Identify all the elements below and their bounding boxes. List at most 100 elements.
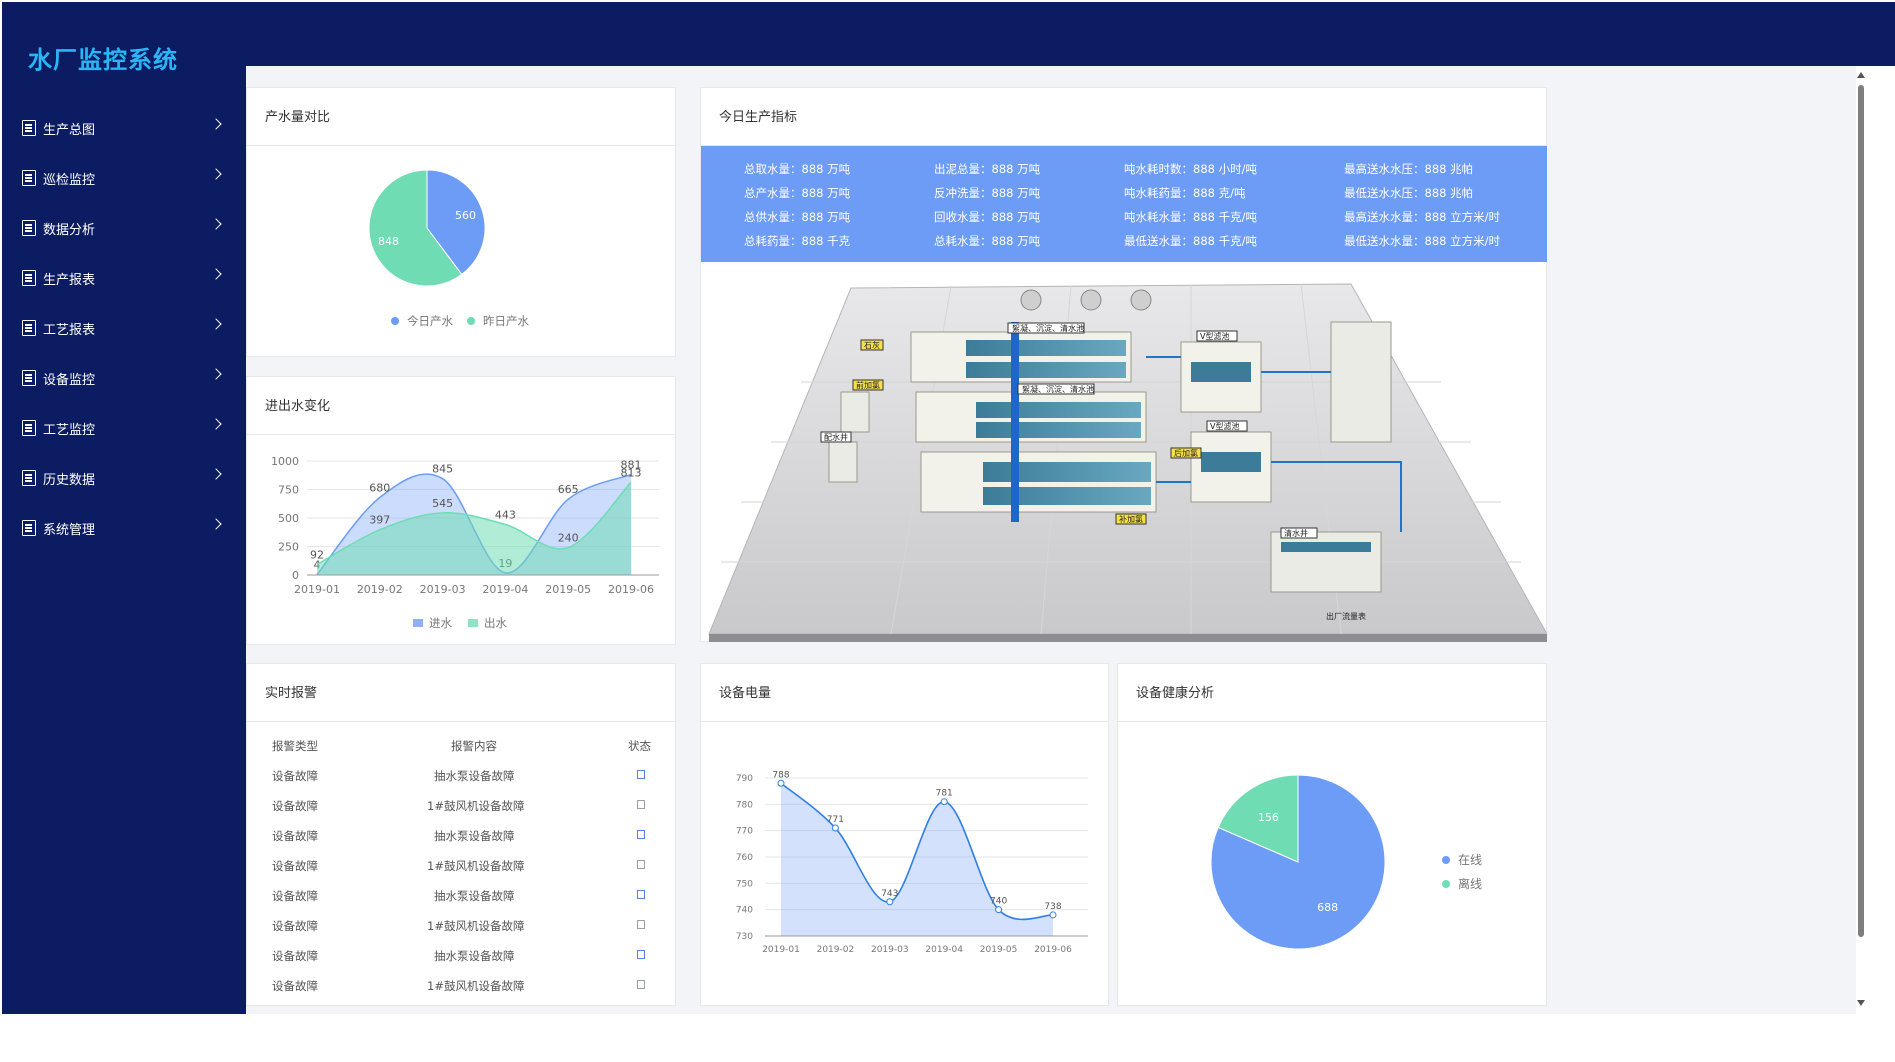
y-tick-label: 740	[736, 906, 753, 916]
alarm-type: 设备故障	[272, 949, 318, 963]
status-icon	[637, 770, 645, 779]
power-chart: 730 740 750 760 770 780 790 788 771 743 781 740 738 2…	[736, 770, 1088, 955]
alarm-type: 设备故障	[272, 979, 318, 993]
column-header-type: 报警类型	[272, 739, 318, 753]
table-row[interactable]: 设备故障 抽水泵设备故障	[247, 880, 677, 910]
metric-min-flow: 最低送水水量：888 立方米/时	[1344, 234, 1500, 248]
slice-value-label: 156	[1258, 811, 1279, 824]
y-tick-label: 0	[292, 569, 299, 582]
y-tick-label: 250	[278, 541, 299, 554]
sidebar-item-label: 工艺报表	[43, 322, 96, 338]
sidebar-item-analysis[interactable]: 数据分析	[2, 210, 246, 246]
table-row[interactable]: 设备故障 抽水泵设备故障	[247, 820, 677, 850]
panel-title: 设备电量	[701, 664, 1108, 722]
sidebar-item-system[interactable]: 系统管理	[2, 510, 246, 546]
legend-label-yesterday: 昨日产水	[483, 314, 529, 328]
pipes	[1146, 356, 1402, 532]
svg-text:清水井: 清水井	[1284, 528, 1308, 538]
table-row[interactable]: 设备故障 抽水泵设备故障	[247, 940, 677, 970]
x-tick-label: 2019-02	[817, 945, 855, 955]
chevron-right-icon	[210, 368, 222, 380]
x-tick-label: 2019-06	[608, 583, 654, 596]
document-icon	[22, 170, 36, 186]
metric-sludge: 出泥总量：888 万吨	[934, 162, 1041, 176]
data-label: 92	[310, 549, 324, 562]
chevron-right-icon	[210, 218, 222, 230]
health-chart: 688 156 在线 离线	[1210, 774, 1482, 950]
data-label: 788	[772, 770, 789, 780]
panel-title: 进出水变化	[247, 377, 675, 435]
x-tick-label: 2019-01	[762, 945, 800, 955]
svg-text:絮凝、沉淀、清水池: 絮凝、沉淀、清水池	[1022, 384, 1094, 394]
table-row[interactable]: 设备故障 1#鼓风机设备故障	[247, 910, 677, 940]
chevron-right-icon	[210, 518, 222, 530]
plant-diagram: 絮凝、沉淀、清水池 絮凝、沉淀、清水池 V型滤池 V型滤池 后加氯 前加氯 补加…	[708, 283, 1547, 642]
document-icon	[22, 520, 36, 536]
column-header-content: 报警内容	[451, 739, 497, 753]
data-label: 738	[1044, 902, 1061, 912]
metric-max-flow: 最高送水水量：888 立方米/时	[1344, 210, 1500, 224]
sidebar-item-label: 巡检监控	[43, 172, 96, 188]
table-row[interactable]: 设备故障 抽水泵设备故障	[247, 760, 677, 790]
y-tick-label: 760	[736, 853, 753, 863]
series-line	[316, 481, 632, 566]
data-label: 845	[432, 463, 453, 476]
chevron-right-icon	[210, 118, 222, 130]
table-row[interactable]: 设备故障 1#鼓风机设备故障	[247, 790, 677, 820]
slice-value-label: 848	[378, 235, 399, 248]
document-icon	[22, 320, 36, 336]
metric-total-output: 总产水量：888 万吨	[744, 186, 851, 200]
filter-buildings	[1180, 341, 1272, 503]
sidebar-item-patrol[interactable]: 巡检监控	[2, 160, 246, 196]
alarm-type: 设备故障	[272, 859, 318, 873]
table-row[interactable]: 设备故障 1#鼓风机设备故障	[247, 850, 677, 880]
top-bar	[2, 2, 1895, 66]
alarm-type: 设备故障	[272, 919, 318, 933]
sidebar-item-history[interactable]: 历史数据	[2, 460, 246, 496]
plant-floor-edge	[709, 634, 1547, 642]
sidebar-item-device-monitor[interactable]: 设备监控	[2, 360, 246, 396]
pie-slice	[368, 169, 463, 287]
data-label: 813	[621, 466, 642, 479]
scrollbar-thumb[interactable]	[1858, 85, 1864, 937]
document-icon	[22, 420, 36, 436]
water-compare-panel: 产水量对比 560 848 今日产水 昨日产水	[246, 87, 676, 357]
sidebar-item-process-report[interactable]: 工艺报表	[2, 310, 246, 346]
alarm-table-header: 报警类型 报警内容 状态	[247, 730, 677, 760]
x-tick-label: 2019-03	[420, 583, 466, 596]
scroll-up-arrow-icon[interactable]	[1857, 72, 1865, 78]
panel-title: 实时报警	[247, 664, 675, 722]
status-icon	[637, 890, 645, 899]
inout-panel: 进出水变化 0250500750100046808451966588192397…	[246, 376, 676, 645]
table-row[interactable]: 设备故障 1#鼓风机设备故障	[247, 970, 677, 1000]
svg-text:絮凝、沉淀、清水池: 絮凝、沉淀、清水池	[1012, 323, 1084, 333]
document-icon	[22, 270, 36, 286]
legend-label-today: 今日产水	[407, 314, 453, 328]
legend-swatch-outflow	[468, 619, 478, 627]
metric-min-supply: 最低送水量：888 千克/吨	[1124, 234, 1257, 248]
intake-tanks	[828, 289, 1152, 483]
x-tick-label: 2019-03	[871, 945, 909, 955]
alarm-type: 设备故障	[272, 799, 318, 813]
data-label: 665	[558, 483, 579, 496]
slice-value-label: 560	[455, 209, 476, 222]
sidebar-item-production-overview[interactable]: 生产总图	[2, 110, 246, 146]
data-label: 397	[369, 514, 390, 527]
power-panel: 设备电量 730 740 750 760 770 780 790 788 771 743 781 74…	[700, 663, 1109, 1006]
series-area	[317, 482, 631, 575]
sidebar-item-label: 历史数据	[43, 472, 96, 488]
metric-backwash: 反冲洗量：888 万吨	[934, 186, 1041, 200]
chevron-right-icon	[210, 318, 222, 330]
health-panel: 设备健康分析 688 156 在线 离线	[1117, 663, 1547, 1006]
metric-water-per-ton: 吨水耗水量：888 千克/吨	[1124, 210, 1257, 224]
document-icon	[22, 220, 36, 236]
y-tick-label: 790	[736, 774, 753, 784]
metric-chem-per-ton: 吨水耗药量：888 克/吨	[1124, 186, 1246, 200]
panel-title: 产水量对比	[247, 88, 675, 146]
sidebar-item-process-monitor[interactable]: 工艺监控	[2, 410, 246, 446]
document-icon	[22, 120, 36, 136]
legend-swatch-inflow	[413, 619, 423, 627]
sidebar-item-production-report[interactable]: 生产报表	[2, 260, 246, 296]
scroll-down-arrow-icon[interactable]	[1857, 1000, 1865, 1006]
sidebar-item-label: 系统管理	[43, 522, 96, 538]
